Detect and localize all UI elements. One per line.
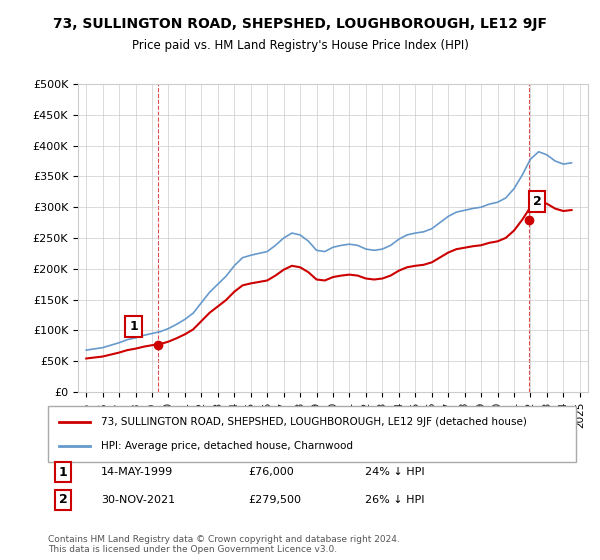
Text: 24% ↓ HPI: 24% ↓ HPI [365, 467, 424, 477]
Text: £76,000: £76,000 [248, 467, 295, 477]
Text: 14-MAY-1999: 14-MAY-1999 [101, 467, 173, 477]
Text: Price paid vs. HM Land Registry's House Price Index (HPI): Price paid vs. HM Land Registry's House … [131, 39, 469, 52]
Text: 1: 1 [129, 320, 138, 333]
Text: 2: 2 [533, 195, 542, 208]
Text: £279,500: £279,500 [248, 495, 302, 505]
Text: 2: 2 [59, 493, 67, 506]
Text: Contains HM Land Registry data © Crown copyright and database right 2024.
This d: Contains HM Land Registry data © Crown c… [48, 535, 400, 554]
Text: 73, SULLINGTON ROAD, SHEPSHED, LOUGHBOROUGH, LE12 9JF: 73, SULLINGTON ROAD, SHEPSHED, LOUGHBORO… [53, 17, 547, 31]
Text: HPI: Average price, detached house, Charnwood: HPI: Average price, detached house, Char… [101, 441, 353, 451]
Text: 73, SULLINGTON ROAD, SHEPSHED, LOUGHBOROUGH, LE12 9JF (detached house): 73, SULLINGTON ROAD, SHEPSHED, LOUGHBORO… [101, 417, 527, 427]
Text: 1: 1 [59, 465, 67, 479]
FancyBboxPatch shape [48, 406, 576, 462]
Text: 30-NOV-2021: 30-NOV-2021 [101, 495, 175, 505]
Text: 26% ↓ HPI: 26% ↓ HPI [365, 495, 424, 505]
